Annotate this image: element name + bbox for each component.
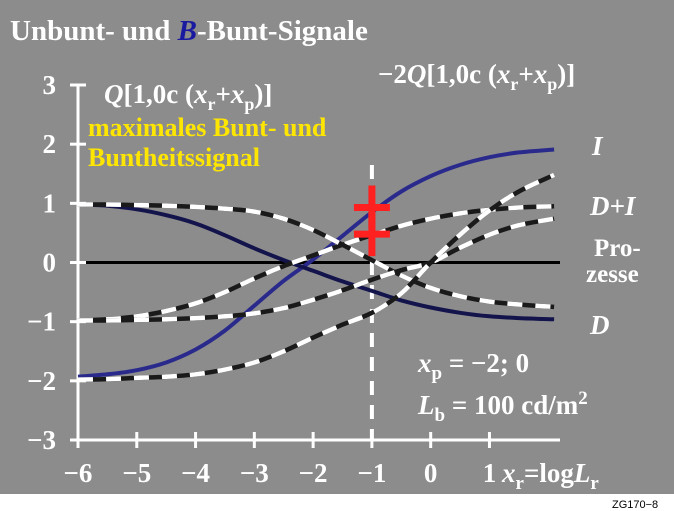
tick-layer: 3 2 1 0 −1 −2 −3 −6 −5 −4 −3 −2 −1 0 1 — [27, 70, 496, 488]
label-right-formula: −2Q[1,0c (xr+xp)] — [378, 59, 575, 94]
series-D-line — [77, 202, 555, 322]
series-label-D: D — [589, 310, 610, 340]
y-tick-label: 3 — [43, 70, 57, 100]
y-tick-label: −2 — [27, 366, 56, 396]
y-tick-label: 0 — [43, 248, 57, 278]
title-accent: B — [177, 15, 197, 47]
footer-strip — [0, 494, 674, 511]
x-tick-label: −3 — [240, 458, 269, 488]
marker-layer — [353, 185, 390, 257]
xp-info: xp = −2; 0 — [417, 348, 529, 384]
annotation-line-1: maximales Bunt- und — [88, 113, 327, 142]
chart-title: Unbunt- und B-Bunt-Signale — [10, 15, 368, 47]
x-tick-label: 1 — [483, 458, 497, 488]
label-left-formula: Q[1,0c (xr+xp)] — [104, 79, 272, 114]
x-tick-label: −5 — [122, 458, 151, 488]
x-tick-label: −1 — [357, 458, 386, 488]
series-dashed-3-line-light — [77, 202, 555, 310]
series-label-I: I — [591, 131, 604, 161]
x-tick-label: −2 — [299, 458, 328, 488]
footer-code: ZG170−8 — [612, 499, 658, 511]
series-label-prozesse-1: Pro- — [594, 235, 641, 262]
series-dashed-4-line-light — [77, 216, 555, 323]
y-tick-label: 2 — [43, 129, 57, 159]
x-tick-label: −4 — [181, 458, 210, 488]
series-label-D-plus-I: D+I — [589, 191, 637, 221]
series-label-prozesse-2: zesse — [586, 261, 639, 288]
x-tick-label: −6 — [64, 458, 93, 488]
y-tick-label: −1 — [27, 307, 56, 337]
series-I-line — [77, 147, 555, 379]
series-DI-line-dark — [77, 204, 555, 323]
y-tick-label: 1 — [43, 188, 57, 218]
series-dashed-5-line-dark — [77, 172, 556, 382]
x-tick-label: 0 — [424, 458, 438, 488]
x-axis-label: xr=logLr — [501, 458, 599, 494]
annotation-line-2: Buntheitssignal — [88, 143, 260, 172]
y-tick-label: −3 — [27, 425, 56, 455]
series-layer — [77, 147, 556, 382]
lb-info: Lb = 100 cd/m2 — [417, 388, 588, 426]
